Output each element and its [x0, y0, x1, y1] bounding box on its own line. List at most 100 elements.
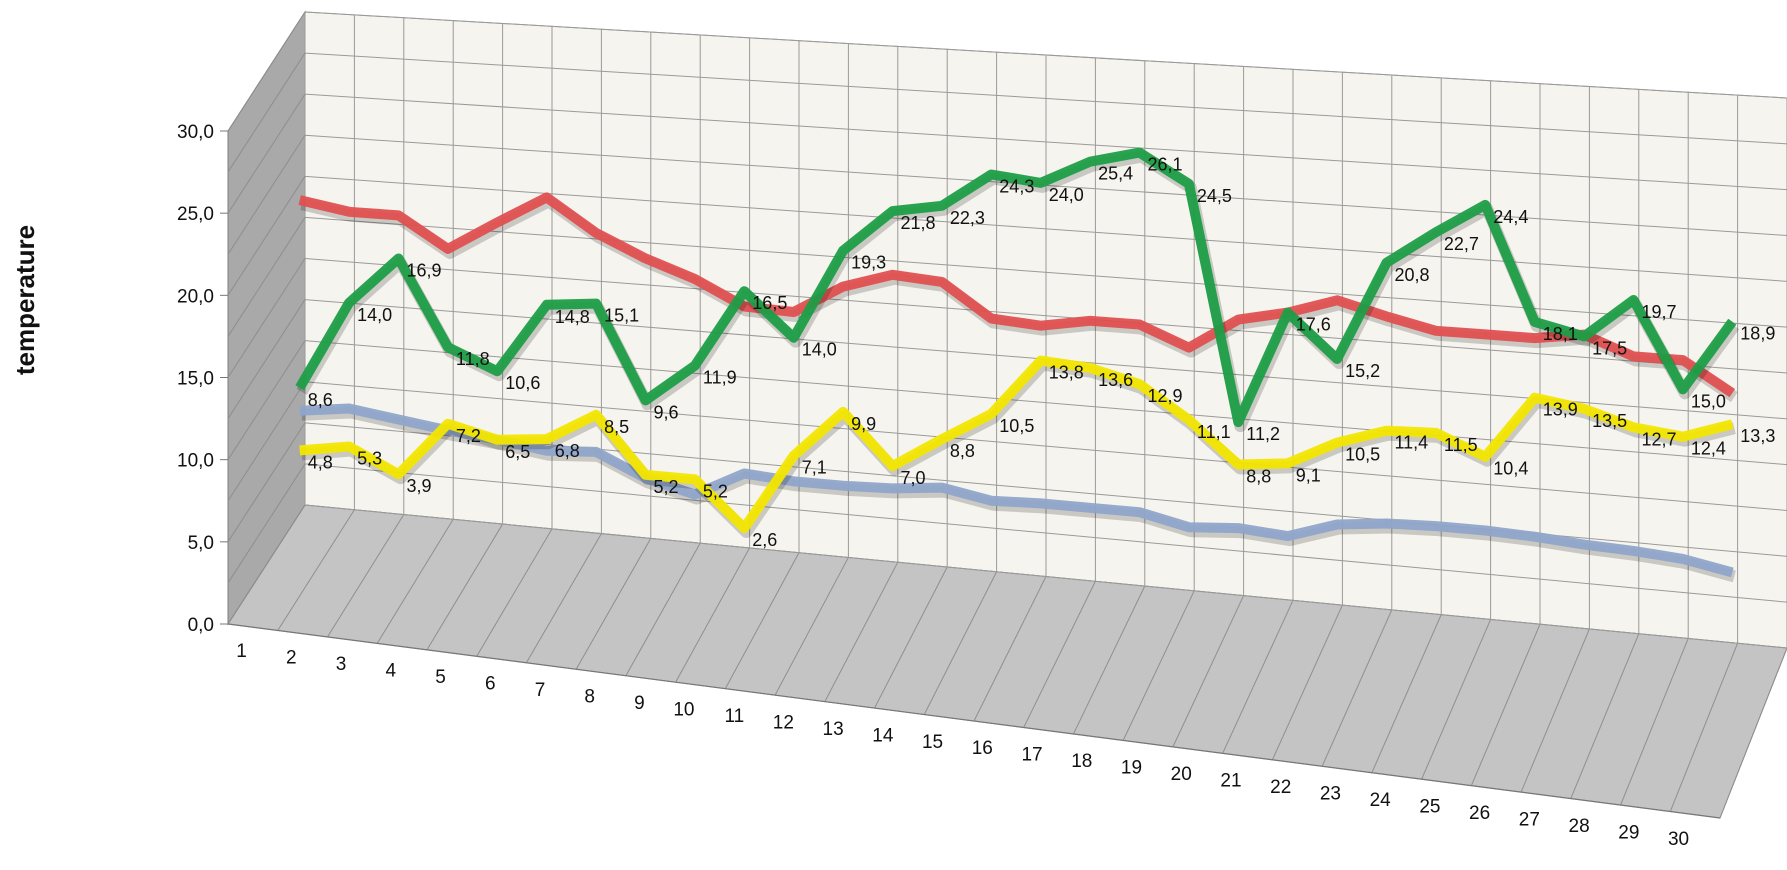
x-tick-label: 2 — [286, 648, 297, 669]
series-4-point — [1631, 425, 1636, 430]
series-3-point — [939, 485, 944, 490]
grid-line-horizontal — [304, 340, 1787, 466]
series-2-point — [594, 301, 599, 306]
x-tick-label: 13 — [823, 719, 844, 740]
series-2-data-label: 24,5 — [1197, 186, 1232, 206]
series-2-point — [989, 172, 994, 177]
series-2-data-label: 26,1 — [1148, 155, 1183, 175]
side-grid-line — [227, 11, 306, 132]
series-4-point — [544, 437, 549, 442]
floor-grid-line — [824, 561, 899, 702]
series-4-point — [643, 472, 648, 477]
series-2-data-label: 22,7 — [1444, 234, 1479, 254]
x-tick-label: 15 — [922, 732, 943, 753]
grid-line-horizontal — [304, 381, 1787, 511]
series-2-point — [1038, 180, 1043, 185]
series-4-point — [692, 477, 697, 482]
floor-grid-line — [1122, 590, 1195, 741]
floor-grid-line — [774, 557, 849, 696]
series-2-point — [544, 302, 549, 307]
series-4-data-label: 9,9 — [851, 414, 876, 434]
series-1-point — [544, 195, 549, 200]
series-1-point — [1532, 336, 1537, 341]
series-1-point — [841, 284, 846, 289]
series-2-data-label: 18,9 — [1740, 324, 1775, 344]
series-2-data-label: 8,6 — [308, 390, 333, 410]
series-3-point — [1285, 534, 1290, 539]
series-2-point — [1335, 356, 1340, 361]
series-3-line — [299, 403, 1734, 578]
x-tick-label: 9 — [634, 693, 645, 714]
series-3-point — [1186, 525, 1191, 530]
series-2-data-label: 15,1 — [604, 306, 639, 326]
x-tick-label: 5 — [435, 667, 446, 688]
series-1-point — [1631, 354, 1636, 359]
series-4-point — [1730, 422, 1735, 427]
series-2-line — [295, 147, 1737, 428]
series-2 — [295, 147, 1740, 433]
series-2-point — [1384, 260, 1389, 265]
series-3-point — [692, 492, 697, 497]
series-4-point — [1532, 395, 1537, 400]
series-4-point — [791, 453, 796, 458]
series-1-point — [643, 256, 648, 261]
floor-grid-line — [1669, 643, 1739, 812]
series-4-point — [1186, 417, 1191, 422]
x-tick-label: 1 — [236, 641, 247, 662]
side-grid-line — [227, 340, 306, 460]
series-2-data-label: 11,8 — [456, 349, 490, 369]
y-tick-label: 10,0 — [177, 451, 214, 472]
series-2-data-label: 11,9 — [703, 368, 737, 388]
side-grid-line — [227, 504, 306, 625]
y-tick-label: 20,0 — [177, 286, 214, 307]
side-grid-line — [227, 258, 306, 378]
y-tick-label: 5,0 — [188, 533, 214, 554]
series-3-point — [1137, 510, 1142, 515]
floor-grid-line — [376, 519, 454, 644]
x-tick-label: 7 — [535, 680, 546, 701]
series-2-point — [1285, 310, 1290, 315]
x-tick-label: 6 — [485, 674, 496, 695]
series-4-data-label: 3,9 — [407, 476, 432, 496]
series-3-point — [297, 408, 302, 413]
series-1-point — [1384, 314, 1389, 319]
series-1-point — [989, 316, 994, 321]
series-1-point — [1483, 332, 1488, 337]
series-4-data-label: 5,3 — [357, 449, 382, 469]
series-4-point — [396, 472, 401, 477]
series-3-point — [1730, 570, 1735, 575]
series-2-point — [396, 256, 401, 261]
series-3-point — [791, 479, 796, 484]
series-1-point — [445, 246, 450, 251]
series-4-data-label: 5,2 — [654, 477, 679, 497]
series-3-point — [1335, 522, 1340, 527]
grid-line-horizontal — [304, 504, 1787, 649]
series-4-data-label: 13,8 — [1049, 363, 1084, 383]
x-tick-label: 19 — [1121, 758, 1142, 779]
side-grid-line — [227, 93, 306, 214]
side-grid-line — [227, 299, 306, 419]
grid-line-horizontal — [304, 463, 1787, 603]
side-grid-line — [227, 381, 306, 502]
series-2-data-label: 9,6 — [654, 402, 679, 422]
series-2-data-label: 11,2 — [1246, 424, 1280, 444]
series-2-point — [347, 300, 352, 305]
floor-grid-line — [973, 576, 1047, 722]
floor-grid-line — [1321, 609, 1393, 767]
series-2-data-label: 15,2 — [1345, 361, 1380, 381]
series-4-data-label: 13,5 — [1592, 411, 1627, 431]
series-3-point — [1236, 526, 1241, 531]
x-axis-line — [227, 623, 1721, 819]
floor-grid-line — [675, 547, 751, 683]
series-4-data-label: 12,9 — [1148, 386, 1183, 406]
series-2-point — [1680, 387, 1685, 392]
series-4-data-label: 8,8 — [950, 441, 975, 461]
series-3-point — [594, 449, 599, 454]
series-4-point — [890, 464, 895, 469]
grid-line-horizontal — [304, 93, 1787, 191]
side-grid-line — [227, 217, 306, 337]
series-2-point — [1631, 298, 1636, 303]
series-3-point — [841, 483, 846, 488]
